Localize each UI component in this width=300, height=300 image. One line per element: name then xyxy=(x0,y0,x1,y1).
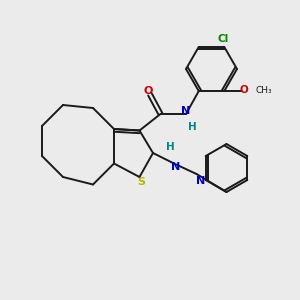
Text: Cl: Cl xyxy=(217,34,228,44)
Text: H: H xyxy=(166,142,175,152)
Text: N: N xyxy=(182,106,190,116)
Text: CH₃: CH₃ xyxy=(256,86,272,95)
Text: H: H xyxy=(188,122,197,133)
Text: O: O xyxy=(144,86,153,96)
Text: S: S xyxy=(137,177,145,188)
Text: N: N xyxy=(171,162,180,172)
Text: O: O xyxy=(240,85,249,95)
Text: N: N xyxy=(196,176,205,187)
